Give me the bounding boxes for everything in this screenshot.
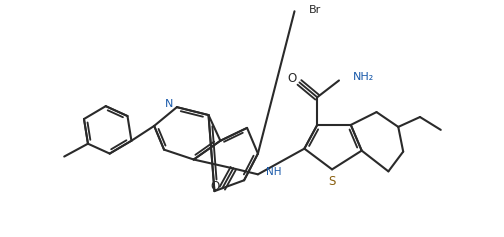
Text: N: N xyxy=(165,99,173,109)
Text: NH₂: NH₂ xyxy=(353,73,374,82)
Text: O: O xyxy=(287,72,296,85)
Text: S: S xyxy=(329,175,336,188)
Text: NH: NH xyxy=(266,167,281,177)
Text: Br: Br xyxy=(309,5,322,15)
Text: O: O xyxy=(211,180,220,193)
